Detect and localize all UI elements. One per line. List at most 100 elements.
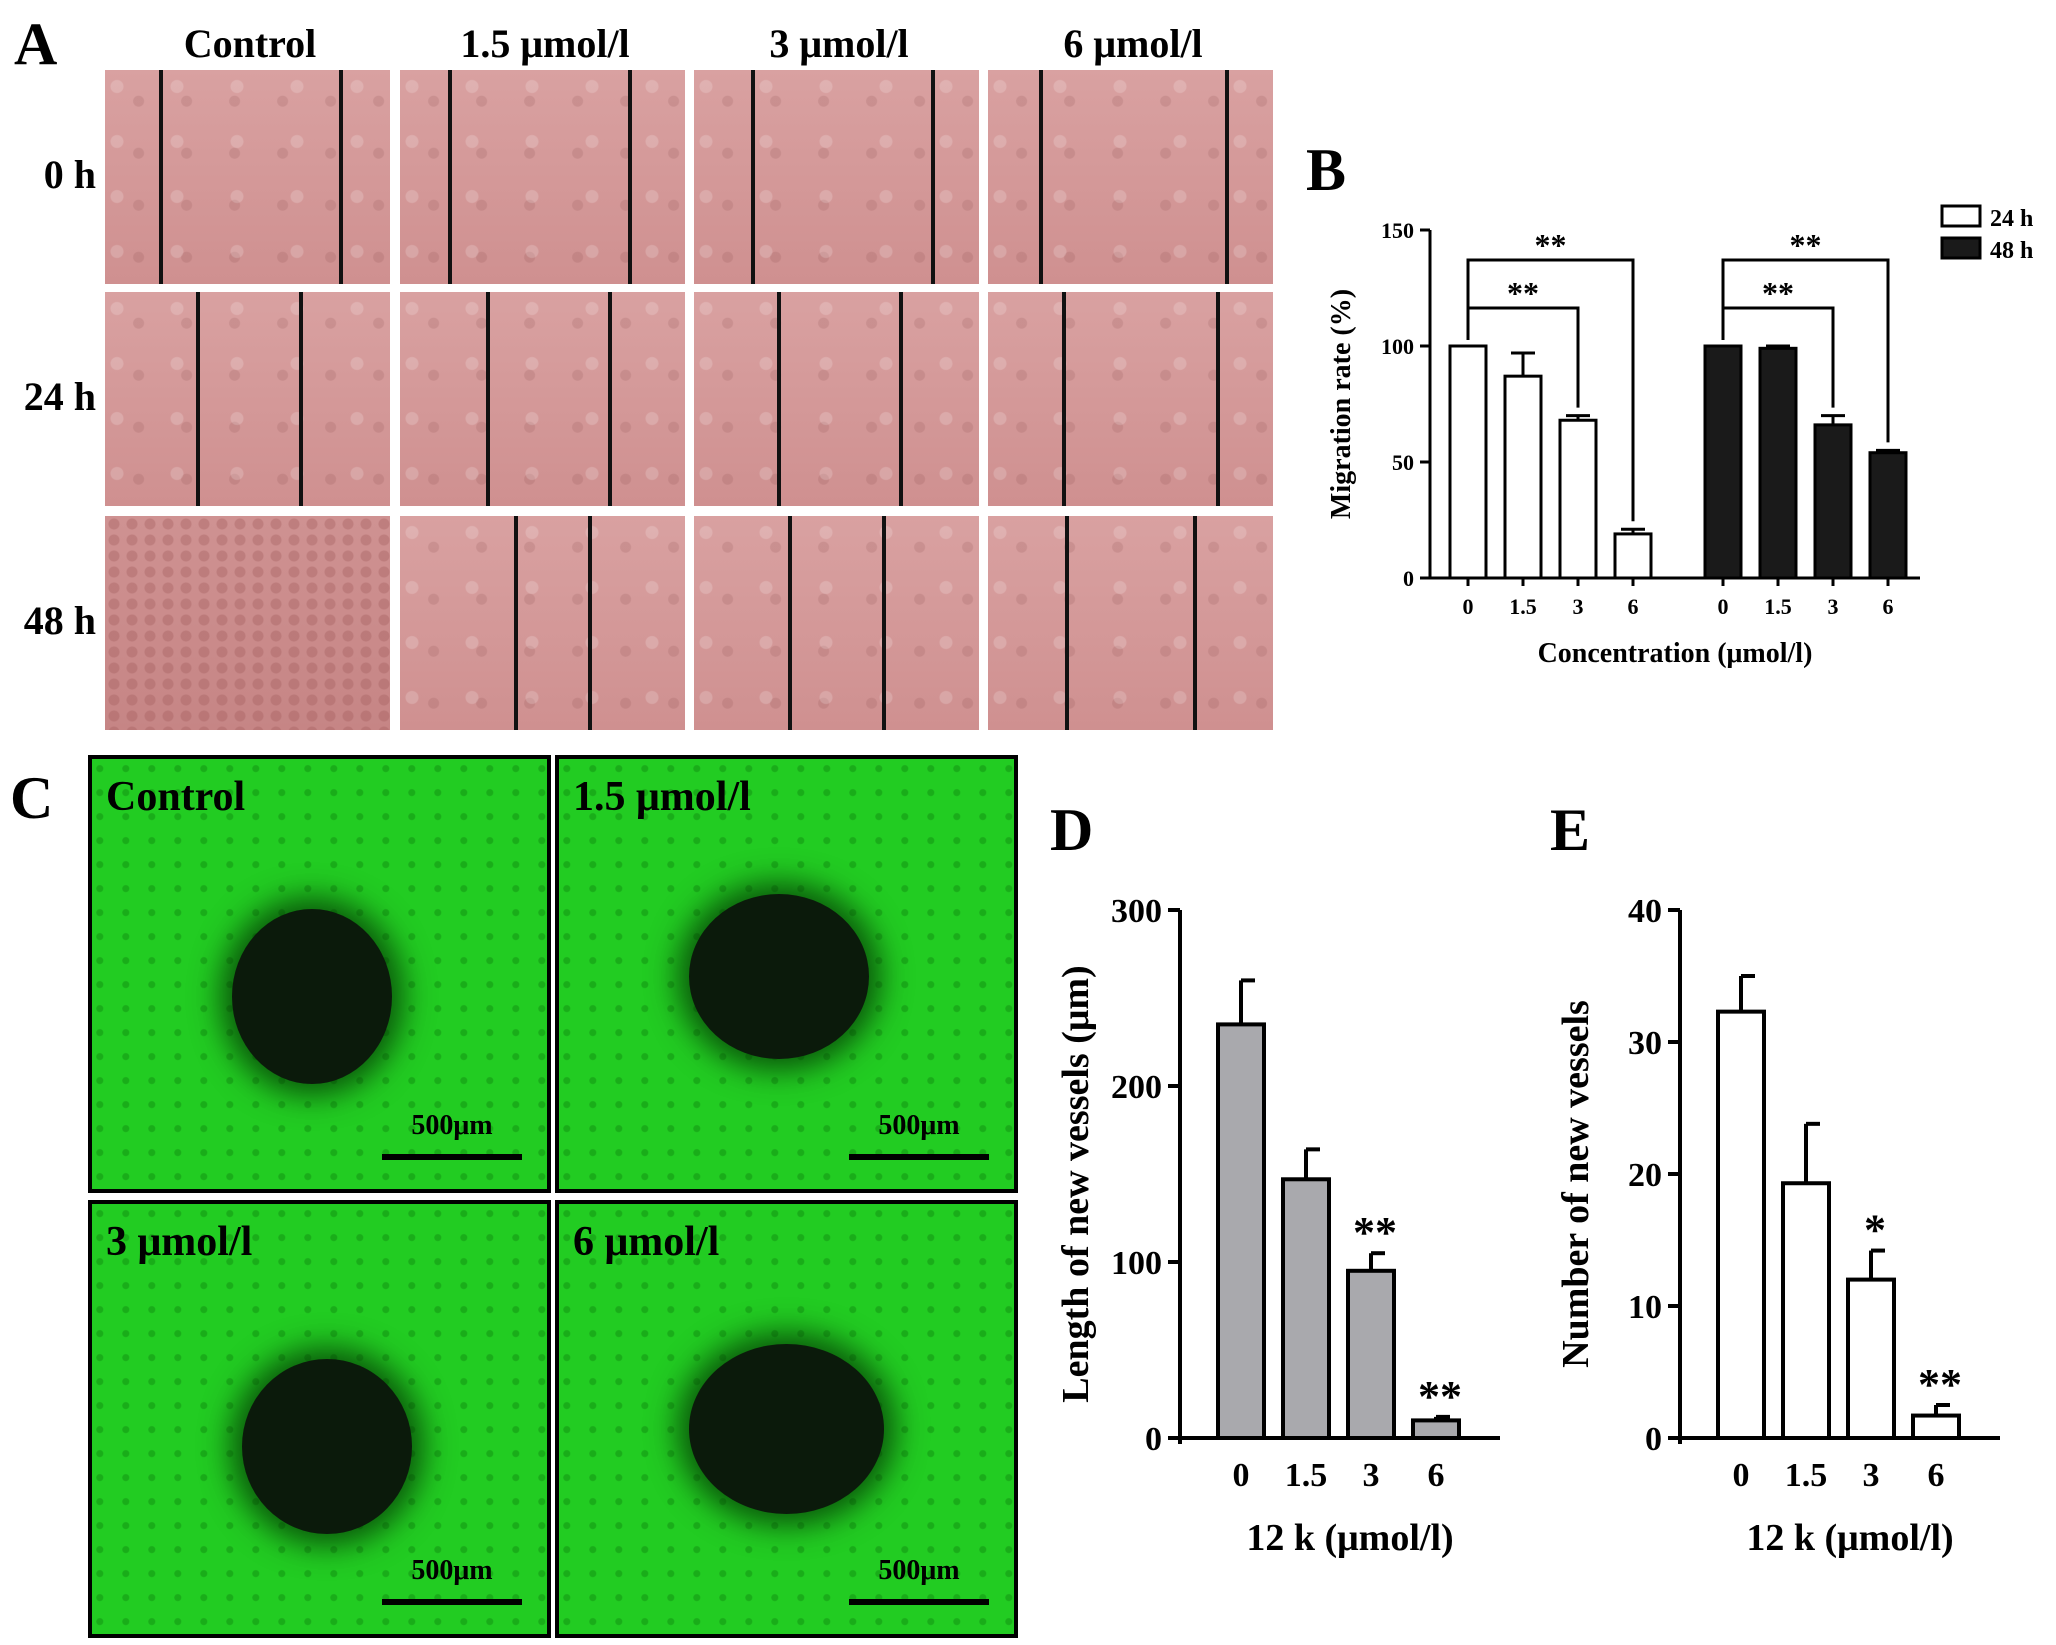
sphere-panel-label: 1.5 μmol/l bbox=[573, 774, 751, 820]
scale-bar-label: 500μm bbox=[411, 1110, 493, 1141]
x-tick-label: 0 bbox=[1733, 1457, 1750, 1494]
chart-b-migration-rate: B 0 50 100 150 Migration rate (%) 0 1.5 3 6 0 1.5 3 6… bbox=[1306, 137, 2033, 669]
scratch-wound-image bbox=[105, 516, 390, 730]
bar bbox=[1346, 1268, 1396, 1440]
panel-letter-e: E bbox=[1550, 797, 1590, 863]
x-tick-label: 0 bbox=[1718, 594, 1729, 619]
panel-a-column-label: 1.5 μmol/l bbox=[460, 21, 630, 66]
bar bbox=[1216, 1022, 1266, 1440]
x-tick-label: 6 bbox=[1428, 1457, 1445, 1494]
scratch-wound-image bbox=[400, 70, 685, 284]
scale-bar-label: 500μm bbox=[878, 1555, 960, 1586]
significance-label: ** bbox=[1918, 1360, 1962, 1409]
wound-edge-line bbox=[514, 516, 518, 730]
panel-a-row-label: 24 h bbox=[23, 374, 96, 419]
wound-edge-line bbox=[930, 70, 935, 284]
chart-d-vessel-length: D 0 100 200 300 Length of new vessels (μm) 0 1.… bbox=[1050, 797, 1500, 1559]
wound-edge-line bbox=[588, 516, 593, 730]
y-tick-label: 50 bbox=[1392, 450, 1414, 475]
y-tick-label: 200 bbox=[1111, 1069, 1162, 1106]
sphere-sprouting-image: 1.5 μmol/l 500μm bbox=[555, 755, 1018, 1193]
scratch-wound-image bbox=[694, 516, 979, 730]
wound-edge-line bbox=[776, 292, 781, 506]
bar bbox=[1911, 1413, 1961, 1440]
bar bbox=[1868, 451, 1908, 580]
sphere-panel-label: 6 μmol/l bbox=[573, 1219, 720, 1265]
scale-bar-label: 500μm bbox=[411, 1555, 493, 1586]
significance-label: ** bbox=[1507, 275, 1539, 311]
scale-bar bbox=[382, 1599, 522, 1605]
aortic-ring-sphere bbox=[689, 894, 869, 1059]
scratch-wound-image bbox=[694, 70, 979, 284]
y-tick-label: 20 bbox=[1628, 1157, 1662, 1194]
y-tick-label: 0 bbox=[1403, 566, 1414, 591]
wound-edge-line bbox=[448, 70, 453, 284]
y-tick-label: 0 bbox=[1145, 1421, 1162, 1458]
sphere-sprouting-image: 3 μmol/l 500μm bbox=[88, 1200, 551, 1638]
scratch-wound-image bbox=[400, 516, 685, 730]
scale-bar bbox=[849, 1599, 989, 1605]
y-tick-label: 0 bbox=[1645, 1421, 1662, 1458]
significance-label: * bbox=[1864, 1206, 1886, 1255]
sphere-panel-label: 3 μmol/l bbox=[106, 1219, 253, 1265]
wound-edge-line bbox=[1193, 516, 1198, 730]
wound-edge-line bbox=[608, 292, 613, 506]
panel-a-row-label: 0 h bbox=[43, 152, 96, 197]
x-tick-label: 3 bbox=[1363, 1457, 1380, 1494]
wound-edge-line bbox=[788, 516, 793, 730]
significance-bracket bbox=[1466, 258, 1635, 522]
x-tick-label: 3 bbox=[1573, 594, 1584, 619]
chart-e-vessel-number: E 0 10 20 30 40 Number of new vessels 0 1.5 * 3 ** 6… bbox=[1550, 797, 2000, 1559]
bar bbox=[1813, 423, 1853, 580]
significance-label: ** bbox=[1762, 275, 1794, 311]
bar bbox=[1781, 1181, 1831, 1440]
bar bbox=[1448, 344, 1488, 580]
wound-edge-line bbox=[485, 292, 490, 506]
x-tick-label: 6 bbox=[1928, 1457, 1945, 1494]
y-axis-label: Number of new vessels bbox=[1555, 1000, 1597, 1368]
bar bbox=[1703, 344, 1743, 580]
scale-bar bbox=[382, 1154, 522, 1160]
x-tick-label: 6 bbox=[1883, 594, 1894, 619]
x-axis-label: 12 k (μmol/l) bbox=[1246, 1517, 1453, 1559]
wound-edge-line bbox=[196, 292, 201, 506]
sphere-panel-label: Control bbox=[106, 774, 246, 820]
scratch-wound-image bbox=[988, 70, 1273, 284]
bar bbox=[1846, 1277, 1896, 1440]
panel-letter-a: A bbox=[14, 11, 58, 77]
wound-edge-line bbox=[1062, 292, 1067, 506]
scratch-wound-image bbox=[105, 292, 390, 506]
bar bbox=[1411, 1418, 1461, 1441]
significance-bracket bbox=[1721, 258, 1890, 443]
sphere-sprouting-image: Control 500μm bbox=[88, 755, 551, 1193]
legend-swatch bbox=[1940, 236, 1982, 260]
scratch-wound-image bbox=[694, 292, 979, 506]
significance-label: ** bbox=[1353, 1208, 1397, 1257]
x-tick-label: 0 bbox=[1463, 594, 1474, 619]
y-tick-label: 40 bbox=[1628, 893, 1662, 930]
scratch-wound-image bbox=[988, 516, 1273, 730]
panel-a-row-label: 48 h bbox=[23, 598, 96, 643]
bar bbox=[1503, 374, 1543, 580]
wound-edge-line bbox=[159, 70, 164, 284]
significance-label: ** bbox=[1535, 227, 1567, 263]
x-tick-label: 1.5 bbox=[1785, 1457, 1828, 1494]
y-tick-label: 150 bbox=[1381, 218, 1414, 243]
y-tick-label: 100 bbox=[1381, 334, 1414, 359]
bar bbox=[1558, 418, 1598, 580]
bar bbox=[1613, 532, 1653, 580]
wound-edge-line bbox=[751, 70, 755, 284]
wound-edge-line bbox=[899, 292, 904, 506]
y-axis-label: Migration rate (%) bbox=[1326, 289, 1357, 519]
wound-edge-line bbox=[298, 292, 303, 506]
scale-bar-label: 500μm bbox=[878, 1110, 960, 1141]
x-tick-label: 1.5 bbox=[1764, 594, 1792, 619]
x-tick-label: 3 bbox=[1863, 1457, 1880, 1494]
legend-label: 24 h bbox=[1990, 206, 2033, 232]
aortic-ring-sphere bbox=[232, 909, 392, 1084]
y-tick-label: 100 bbox=[1111, 1245, 1162, 1282]
x-tick-label: 1.5 bbox=[1509, 594, 1537, 619]
bar bbox=[1758, 346, 1798, 580]
panel-a-column-label: 6 μmol/l bbox=[1063, 21, 1203, 66]
wound-edge-line bbox=[1224, 70, 1229, 284]
